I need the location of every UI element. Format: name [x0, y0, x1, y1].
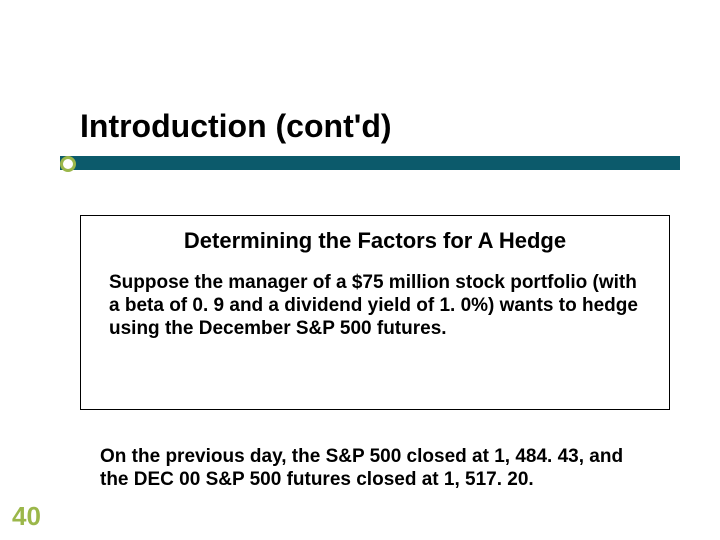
title-area: Introduction (cont'd) — [80, 108, 660, 151]
slide: Introduction (cont'd) Determining the Fa… — [0, 0, 720, 540]
title-bullet-icon — [60, 156, 76, 172]
content-box-body: Suppose the manager of a $75 million sto… — [99, 272, 651, 340]
lower-paragraph: On the previous day, the S&P 500 closed … — [100, 446, 655, 492]
page-number: 40 — [12, 501, 41, 532]
slide-title: Introduction (cont'd) — [80, 108, 660, 151]
title-underline-bar — [60, 156, 680, 170]
content-box-heading: Determining the Factors for A Hedge — [99, 228, 651, 254]
content-box: Determining the Factors for A Hedge Supp… — [80, 215, 670, 410]
